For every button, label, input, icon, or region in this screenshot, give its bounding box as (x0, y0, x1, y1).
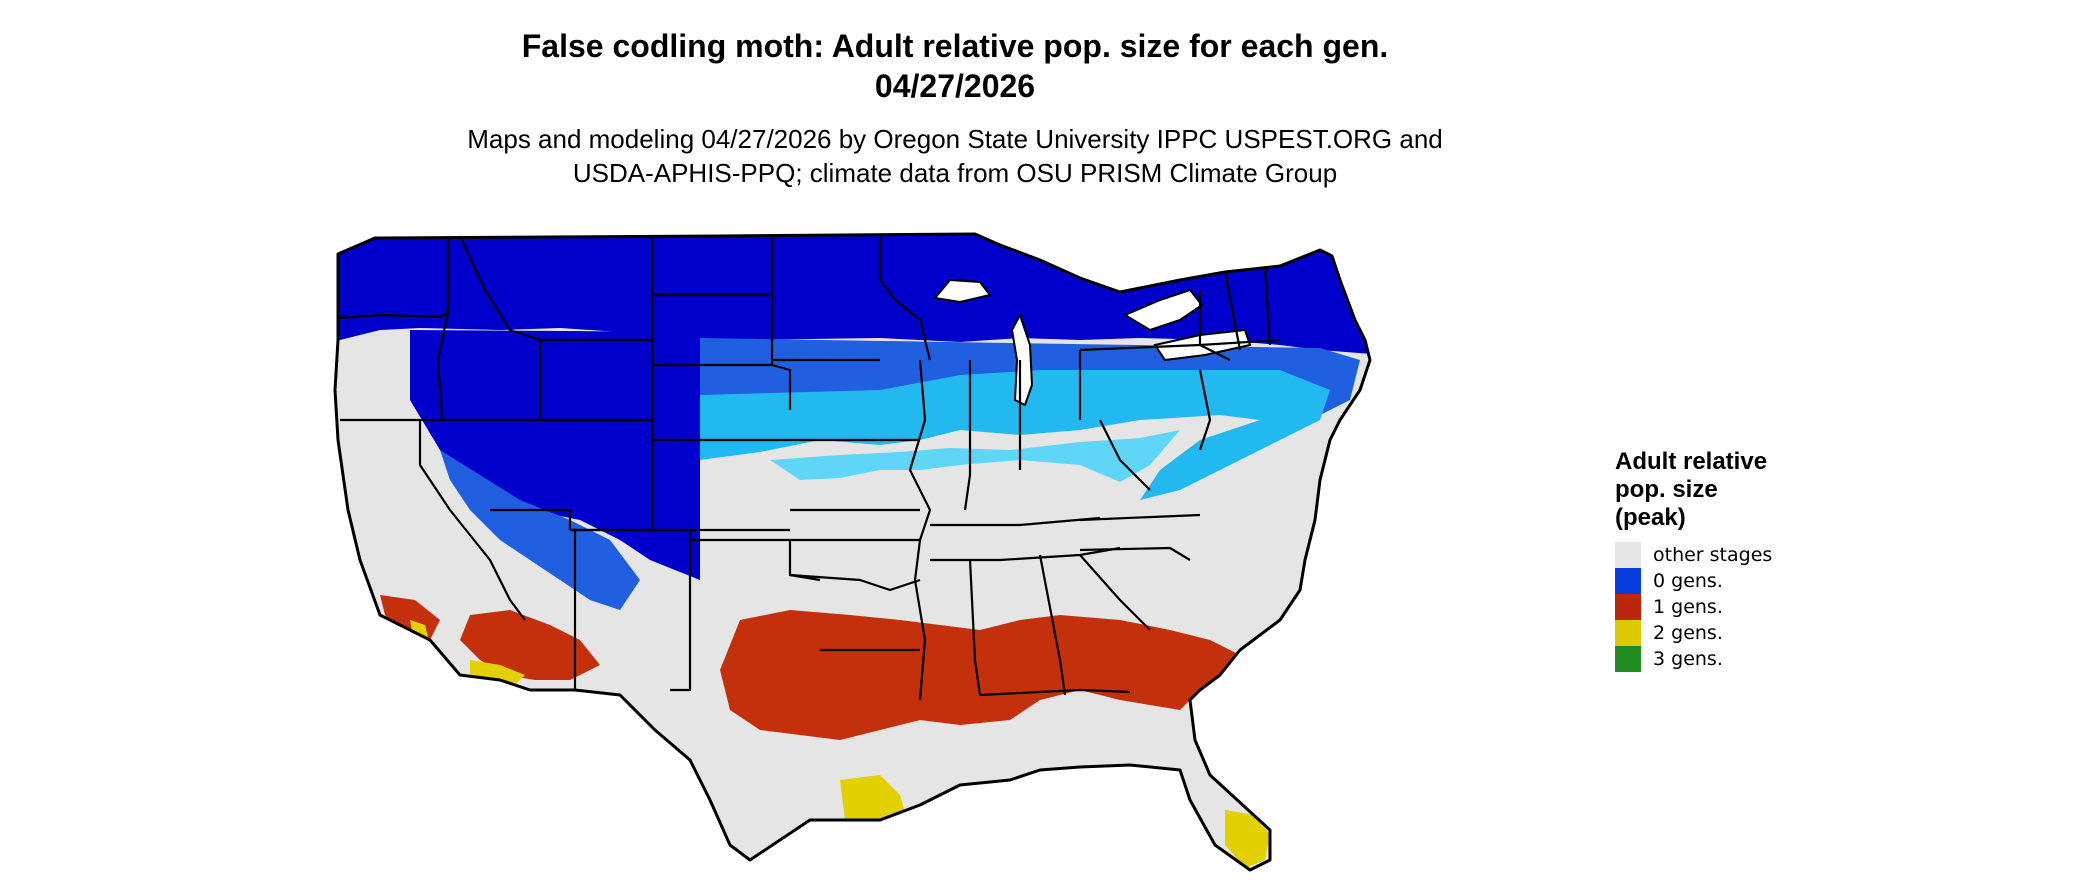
legend-swatch (1615, 568, 1641, 594)
legend-label: 1 gens. (1653, 596, 1723, 618)
legend-label: 3 gens. (1653, 648, 1723, 670)
legend-label: 2 gens. (1653, 622, 1723, 644)
legend-swatch (1615, 594, 1641, 620)
legend-label: 0 gens. (1653, 570, 1723, 592)
legend-item: 1 gens. (1615, 594, 1915, 620)
map-title: False codling moth: Adult relative pop. … (521, 28, 1389, 64)
legend-items: other stages 0 gens. 1 gens. 2 gens. 3 gens. (1615, 542, 1915, 672)
legend-item: 3 gens. (1615, 646, 1915, 672)
legend-item: 0 gens. (1615, 568, 1915, 594)
legend-item: other stages (1615, 542, 1915, 568)
us-map (333, 232, 1372, 872)
legend-swatch (1615, 646, 1641, 672)
legend-title-line-2: pop. size (1615, 476, 1718, 503)
legend-title-line-3: (peak) (1615, 504, 1686, 531)
legend-item: 2 gens. (1615, 620, 1915, 646)
legend-swatch (1615, 620, 1641, 646)
legend-label: other stages (1653, 544, 1773, 566)
legend-title-line-1: Adult relative (1615, 448, 1768, 475)
legend: Adult relative pop. size (peak) other st… (1615, 448, 1915, 672)
legend-swatch (1615, 542, 1641, 568)
map-date: 04/27/2026 (874, 68, 1036, 104)
map-credit-line-2: USDA-APHIS-PPQ; climate data from OSU PR… (572, 158, 1338, 188)
map-credit-line-1: Maps and modeling 04/27/2026 by Oregon S… (467, 124, 1443, 154)
